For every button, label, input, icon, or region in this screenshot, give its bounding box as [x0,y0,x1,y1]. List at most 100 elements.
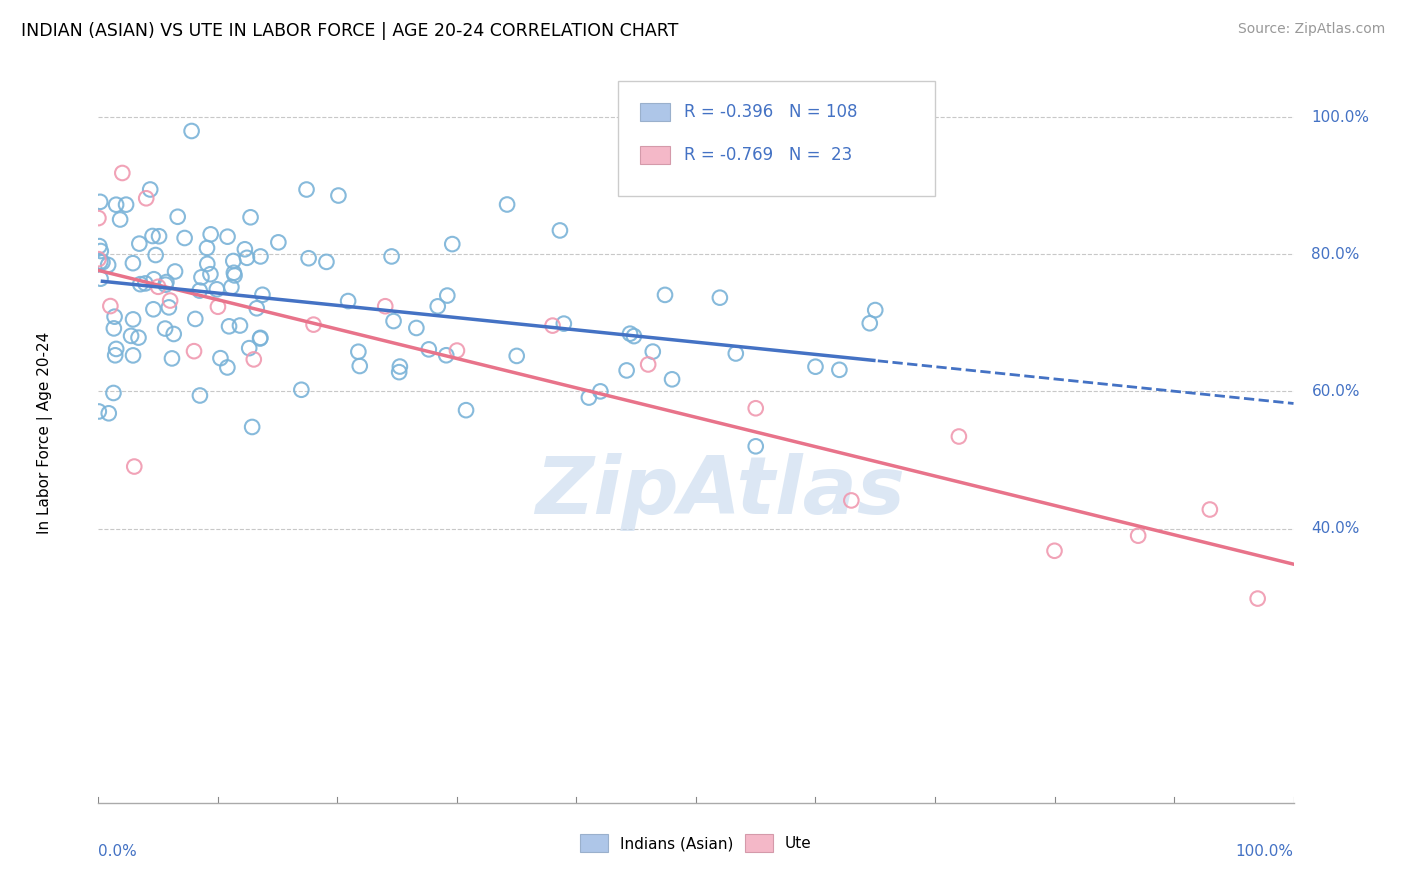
Point [111,166,134,180]
Text: 0.0%: 0.0% [98,844,138,858]
Point [145,248,167,262]
Point [190,270,212,285]
Point [97,258,120,272]
Point [90,271,112,285]
Point [180,124,202,138]
Point [298,251,321,265]
Point [224,268,246,283]
Point [91,255,114,269]
Point [163,326,186,341]
Point [217,229,239,244]
Point [142,302,165,317]
Point [200,267,222,281]
Point [200,227,222,242]
Point [865,303,887,318]
Point [173,231,195,245]
Point [97,406,120,420]
Point [1199,502,1222,516]
Point [709,291,731,305]
Point [122,312,145,326]
Point [90,244,112,258]
Point [637,358,659,372]
Point [209,351,232,366]
Point [135,191,157,205]
Point [548,223,571,237]
Point [388,365,411,379]
Point [616,363,638,377]
Point [388,359,411,374]
Point [347,344,370,359]
Point [859,316,882,330]
Point [236,251,259,265]
Point [89,254,111,268]
Point [89,239,111,253]
Point [654,288,676,302]
Point [724,346,747,360]
Point [246,301,269,316]
Point [948,429,970,443]
Point [188,388,211,402]
Point [141,229,163,244]
Point [87,211,110,226]
Point [128,236,150,251]
Point [183,344,205,359]
Point [103,321,125,335]
Point [222,254,245,268]
Point [506,349,529,363]
Point [105,342,128,356]
Point [159,293,181,308]
Point [103,386,125,401]
Text: 80.0%: 80.0% [1312,247,1360,262]
Point [589,384,612,399]
Point [745,401,768,416]
Point [290,383,312,397]
Text: ZipAtlas: ZipAtlas [534,453,905,531]
Text: 100.0%: 100.0% [1312,110,1369,125]
Point [217,360,239,375]
Point [139,182,162,196]
Point [426,299,449,313]
Point [249,249,271,263]
Point [103,310,125,324]
Point [222,266,245,280]
Text: Source: ZipAtlas.com: Source: ZipAtlas.com [1237,22,1385,37]
Point [1247,591,1270,606]
Point [221,280,243,294]
Point [553,317,575,331]
Point [239,211,262,225]
Point [148,229,170,244]
Point [302,318,325,332]
Point [155,277,177,292]
Point [841,493,863,508]
Point [218,319,240,334]
Point [115,197,138,211]
Point [128,330,150,344]
Point [349,359,371,373]
Text: INDIAN (ASIAN) VS UTE IN LABOR FORCE | AGE 20-24 CORRELATION CHART: INDIAN (ASIAN) VS UTE IN LABOR FORCE | A… [21,22,679,40]
Point [745,439,768,453]
Point [496,197,519,211]
Point [619,326,641,341]
Point [315,255,337,269]
Point [418,343,440,357]
Text: R = -0.769   N =  23: R = -0.769 N = 23 [685,146,852,164]
Point [249,331,271,345]
Point [87,252,110,267]
Point [148,280,170,294]
FancyBboxPatch shape [619,81,935,195]
Point [157,301,180,315]
Point [252,287,274,301]
Point [1043,543,1066,558]
Point [804,359,827,374]
Point [240,420,263,434]
Point [205,282,228,296]
Text: In Labor Force | Age 20-24: In Labor Force | Age 20-24 [37,332,52,533]
Point [120,329,142,343]
Point [337,294,360,309]
Text: R = -0.396   N = 108: R = -0.396 N = 108 [685,103,858,121]
Point [98,299,122,313]
Point [328,188,350,202]
Point [160,351,183,366]
Point [142,272,165,286]
Point [238,341,260,355]
